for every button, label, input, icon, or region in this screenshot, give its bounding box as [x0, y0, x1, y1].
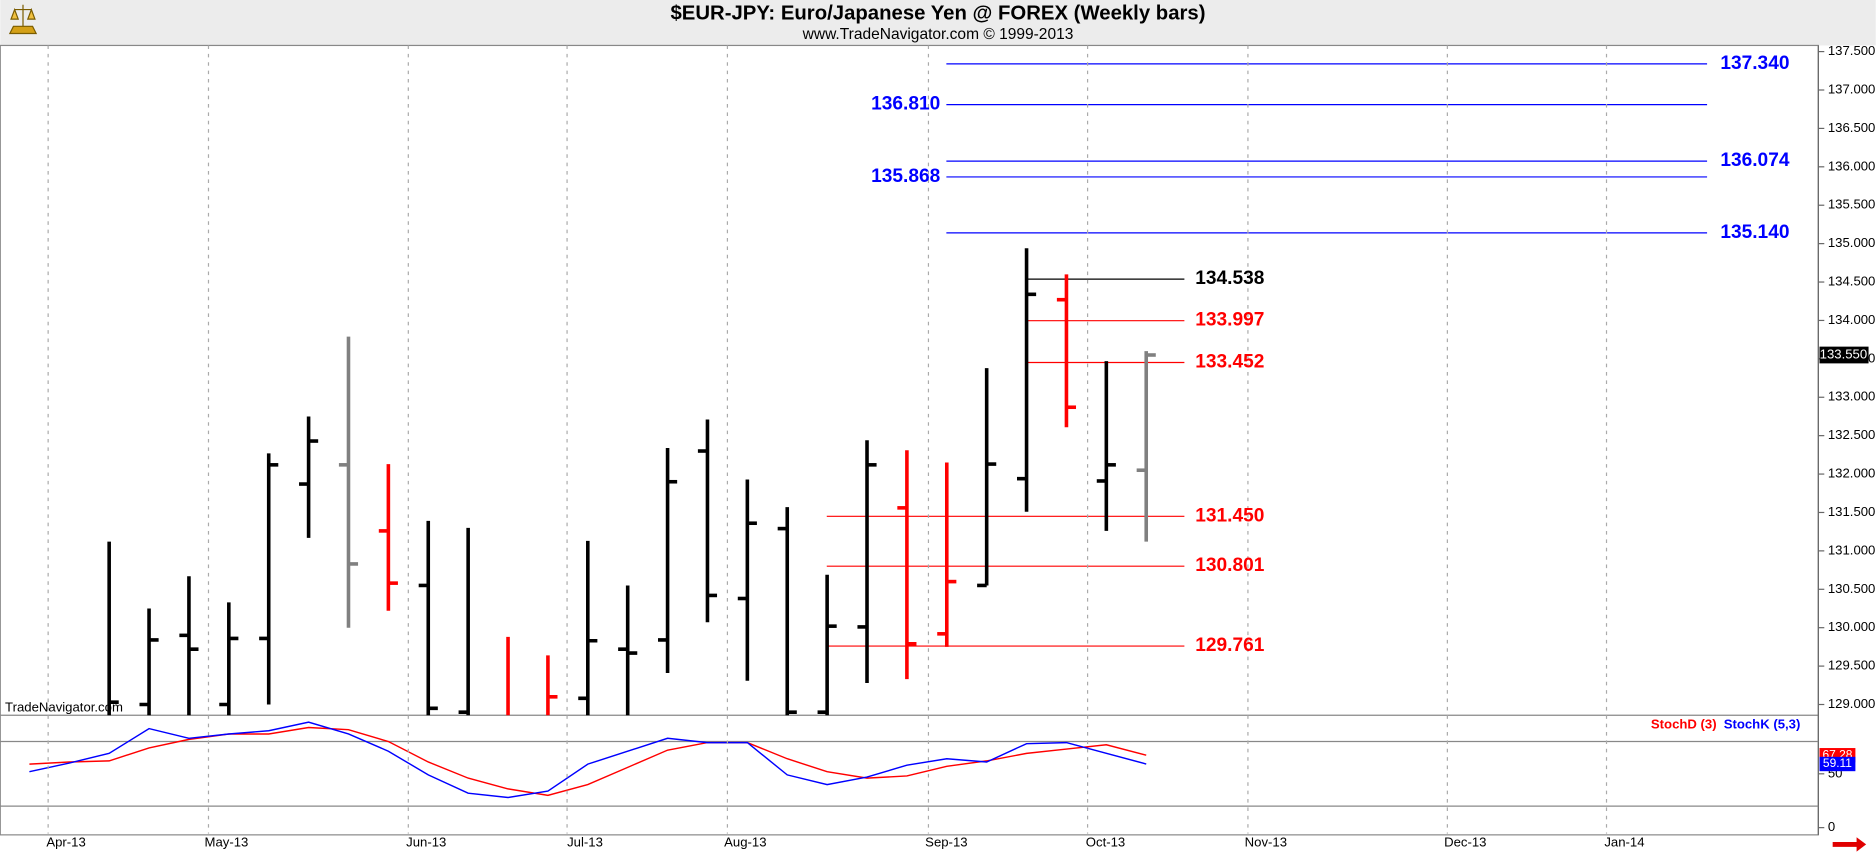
- level-label: 129.761: [1195, 635, 1264, 656]
- y-tick-label: 131.000: [1828, 542, 1876, 557]
- x-tick-label: Sep-13: [925, 835, 967, 850]
- last-price-box: [1819, 346, 1869, 364]
- level-label: 131.450: [1195, 505, 1264, 526]
- x-tick-label: May-13: [205, 835, 249, 850]
- level-label: 130.801: [1195, 555, 1264, 576]
- legend-entry: StochD (3): [1651, 716, 1717, 731]
- x-tick-label: Jul-13: [567, 835, 603, 850]
- overlay: Apr-13 May-13 Jun-13 Jul-13 Aug-13 Sep-13 Oct-…: [46, 43, 1875, 850]
- level-label: 135.868: [871, 166, 940, 187]
- level-label: 137.340: [1720, 53, 1789, 74]
- last-price-label: 133.550: [1820, 346, 1868, 361]
- x-tick-label: Jun-13: [406, 835, 446, 850]
- level-label: 136.810: [871, 94, 940, 115]
- x-tick-label: Apr-13: [46, 835, 85, 850]
- price-panel: [107, 63, 1708, 716]
- last-value-label: 59.11: [1823, 756, 1852, 770]
- x-tick-label: Nov-13: [1245, 835, 1287, 850]
- y-tick-label: 0: [1828, 819, 1835, 834]
- level-label: 135.140: [1720, 222, 1789, 243]
- x-tick-label: Jan-14: [1604, 835, 1644, 850]
- y-tick-label: 135.000: [1828, 235, 1876, 250]
- y-tick-label: 137.500: [1828, 43, 1876, 58]
- y-tick-label: 132.000: [1828, 466, 1876, 481]
- y-tick-label: 131.500: [1828, 504, 1876, 519]
- x-tick-label: Aug-13: [724, 835, 766, 850]
- y-tick-label: 132.500: [1828, 427, 1876, 442]
- logo: [8, 4, 38, 35]
- y-tick-label: 133.000: [1828, 389, 1876, 404]
- plot-frame: [0, 44, 1819, 836]
- level-label: 134.538: [1195, 268, 1264, 289]
- stoch-panel: [0, 721, 1819, 807]
- y-tick-label: 134.000: [1828, 312, 1876, 327]
- y-tick-label: 136.500: [1828, 120, 1876, 135]
- x-tick-label: Oct-13: [1086, 835, 1125, 850]
- y-tick-label: 134.500: [1828, 274, 1876, 289]
- chart-title: $EUR-JPY: Euro/Japanese Yen @ FOREX (Wee…: [671, 3, 1206, 25]
- level-label: 133.452: [1195, 352, 1264, 373]
- scroll-arrow[interactable]: [1832, 837, 1867, 852]
- y-tick-label: 137.000: [1828, 81, 1876, 96]
- y-tick-label: 130.500: [1828, 581, 1876, 596]
- y-tick-label: 136.000: [1828, 158, 1876, 173]
- y-tick-label: 135.500: [1828, 197, 1876, 212]
- level-label: 136.074: [1720, 150, 1789, 171]
- level-label: 133.997: [1195, 310, 1264, 331]
- legend-entry: StochK (5,3): [1724, 716, 1801, 731]
- y-tick-label: 129.000: [1828, 696, 1876, 711]
- stoch-line: [29, 721, 1147, 799]
- watermark: TradeNavigator.com: [5, 700, 123, 715]
- y-tick-label: 129.500: [1828, 658, 1876, 673]
- x-tick-label: Dec-13: [1444, 835, 1486, 850]
- chart-subtitle: www.TradeNavigator.com © 1999-2013: [802, 26, 1074, 43]
- header-band: [0, 0, 1876, 46]
- y-tick-label: 130.000: [1828, 619, 1876, 634]
- last-value-box: [1819, 756, 1856, 772]
